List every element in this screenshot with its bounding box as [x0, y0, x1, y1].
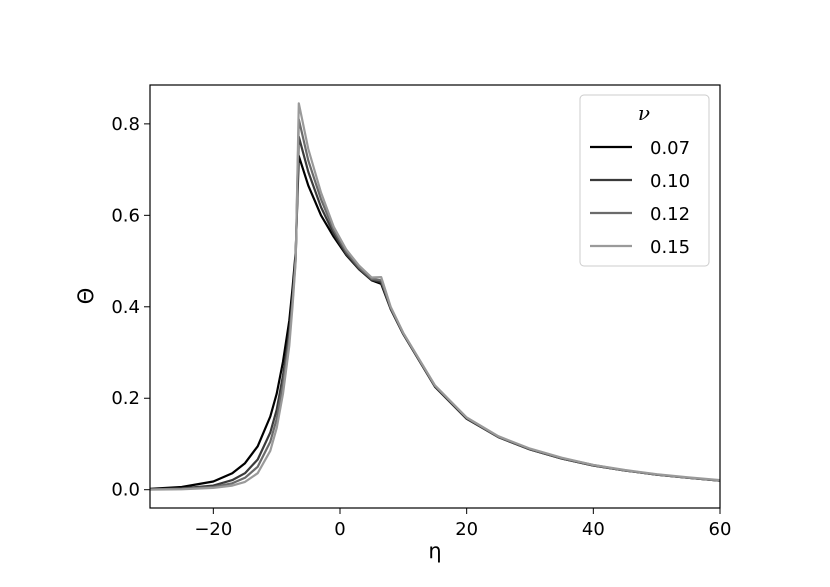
y-axis-ticks: 0.0 0.2 0.4 0.6 0.8	[111, 114, 150, 501]
y-tick-label: 0.6	[111, 205, 140, 226]
legend-label-1: 0.10	[650, 171, 690, 192]
y-tick-label: 0.0	[111, 480, 140, 501]
legend-frame	[579, 94, 710, 267]
x-tick-label: 20	[455, 519, 478, 540]
y-tick-label: 0.8	[111, 114, 140, 135]
x-tick-label: 0	[334, 519, 345, 540]
y-axis-label: Θ	[74, 288, 98, 305]
legend-label-0: 0.07	[650, 138, 690, 159]
legend: ν 0.07 0.10 0.12 0.15	[579, 94, 710, 267]
x-tick-label: 40	[582, 519, 605, 540]
y-tick-label: 0.2	[111, 388, 140, 409]
legend-label-3: 0.15	[650, 237, 690, 258]
legend-label-2: 0.12	[650, 204, 690, 225]
series-layer	[149, 102, 721, 491]
legend-title: ν	[638, 101, 650, 125]
x-axis-ticks: −20 0 20 40 60	[194, 508, 731, 540]
series-line-3	[149, 102, 721, 491]
x-tick-label: −20	[194, 519, 232, 540]
plot-frame	[149, 84, 721, 509]
y-tick-label: 0.4	[111, 297, 140, 318]
legend-entries: 0.07 0.10 0.12 0.15	[590, 138, 690, 258]
x-axis-label: η	[428, 539, 441, 563]
x-tick-label: 60	[709, 519, 732, 540]
